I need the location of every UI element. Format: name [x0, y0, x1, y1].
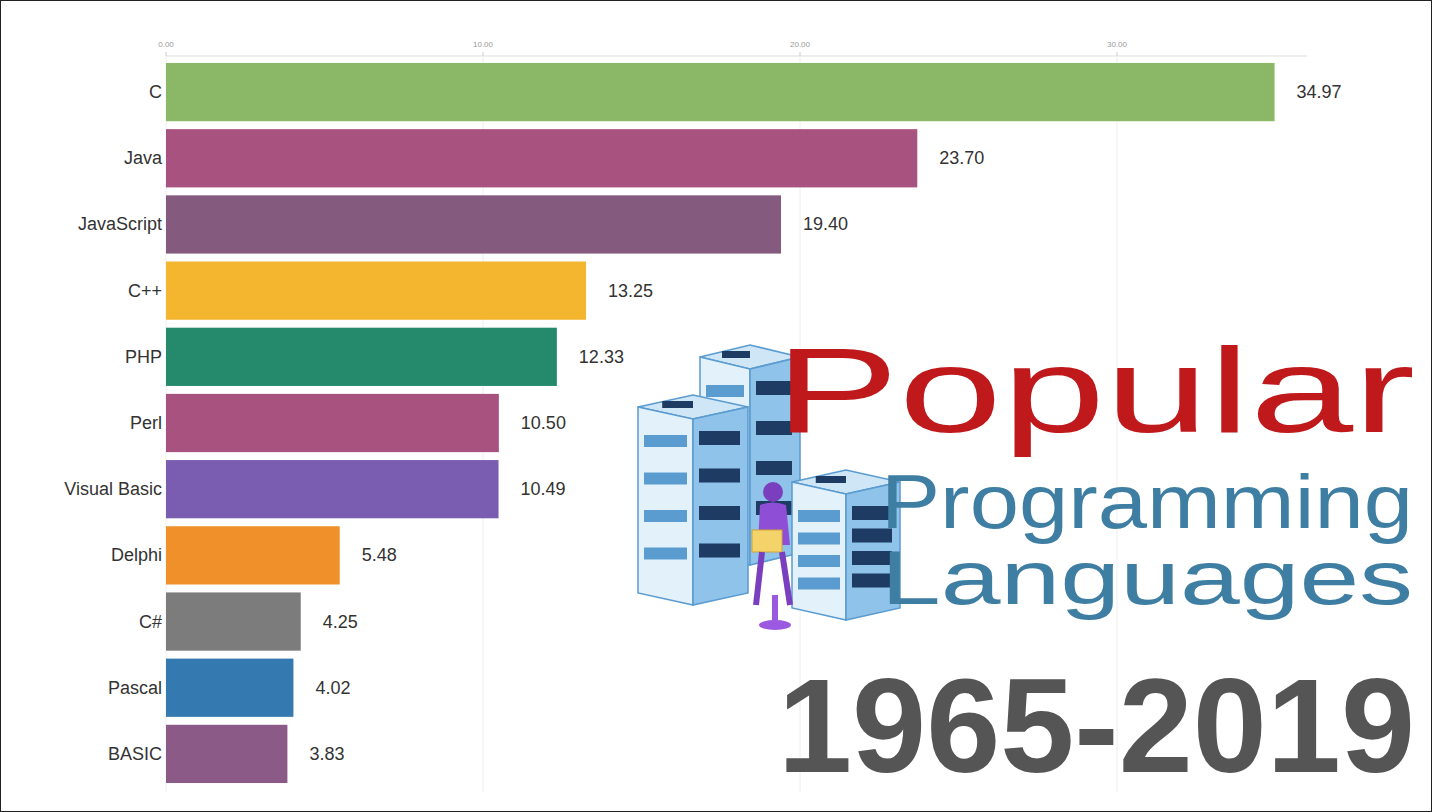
- category-label: C#: [139, 612, 162, 632]
- frame: [1, 1, 1432, 812]
- category-label: Visual Basic: [64, 479, 162, 499]
- chart: 0.00 10.00 20.00 30.00 C 34.97 Java 23.70 JavaSc…: [0, 0, 1432, 812]
- data-label: 4.02: [315, 678, 350, 698]
- subtitle-line: Languages: [881, 535, 1413, 620]
- category-label: Java: [124, 148, 163, 168]
- axis-line: [166, 56, 1307, 57]
- tower-slot: [662, 401, 693, 408]
- tick-mark: [483, 52, 484, 56]
- bar: [166, 129, 917, 187]
- tick-label: 0.00: [158, 40, 174, 49]
- tower-slot: [798, 510, 840, 522]
- data-label: 3.83: [309, 744, 344, 764]
- tick-mark: [166, 52, 167, 56]
- tower-slot: [798, 533, 840, 545]
- data-label: 4.25: [323, 612, 358, 632]
- data-label: 23.70: [939, 148, 984, 168]
- tower-slot: [699, 469, 740, 483]
- category-label: Perl: [130, 413, 162, 433]
- tower-slot: [722, 351, 750, 358]
- tower-slot: [699, 544, 740, 558]
- title: Popular: [775, 323, 1415, 457]
- tick-label: 10.00: [473, 40, 494, 49]
- category-label: Pascal: [108, 678, 162, 698]
- bar: [166, 725, 287, 783]
- category-label: JavaScript: [78, 214, 162, 234]
- bar: [166, 63, 1275, 121]
- annotation: 1965-2019: [778, 651, 1415, 800]
- stool: [772, 595, 778, 625]
- tick-mark: [800, 52, 801, 56]
- tower-side: [792, 482, 846, 620]
- tower-slot: [699, 506, 740, 520]
- laptop: [752, 530, 782, 552]
- subtitle-line: Programming: [881, 459, 1413, 544]
- tower-slot: [706, 385, 744, 397]
- bar: [166, 262, 586, 320]
- data-label: 10.49: [521, 479, 566, 499]
- tower-slot: [756, 461, 792, 475]
- tower-slot: [644, 435, 687, 447]
- category-label: PHP: [125, 347, 162, 367]
- tower-slot: [644, 548, 687, 560]
- tower-slot: [798, 555, 840, 567]
- tower-slot: [816, 476, 846, 483]
- data-label: 5.48: [362, 545, 397, 565]
- bar: [166, 394, 499, 452]
- data-label: 13.25: [608, 281, 653, 301]
- bar: [166, 659, 293, 717]
- server-tower: [638, 395, 748, 605]
- category-label: BASIC: [108, 744, 162, 764]
- bar: [166, 328, 557, 386]
- data-label: 10.50: [521, 413, 566, 433]
- tick-label: 30.00: [1107, 40, 1128, 49]
- category-label: C++: [128, 281, 162, 301]
- tower-slot: [699, 431, 740, 445]
- data-label: 34.97: [1297, 82, 1342, 102]
- category-label: Delphi: [111, 545, 162, 565]
- bar: [166, 460, 499, 518]
- category-label: C: [149, 82, 162, 102]
- tick-mark: [1117, 52, 1118, 56]
- tick-label: 20.00: [790, 40, 811, 49]
- tower-front: [693, 407, 748, 605]
- person-head: [763, 482, 783, 502]
- titles: PopularProgrammingLanguages 1965-2019: [775, 323, 1415, 800]
- bar: [166, 526, 340, 584]
- tower-slot: [644, 510, 687, 522]
- tower-slot: [798, 578, 840, 590]
- tower-side: [638, 407, 693, 605]
- subtitle: ProgrammingLanguages: [881, 459, 1413, 620]
- data-label: 12.33: [579, 347, 624, 367]
- bar: [166, 592, 301, 650]
- tower-slot: [644, 473, 687, 485]
- data-label: 19.40: [803, 214, 848, 234]
- bar: [166, 195, 781, 253]
